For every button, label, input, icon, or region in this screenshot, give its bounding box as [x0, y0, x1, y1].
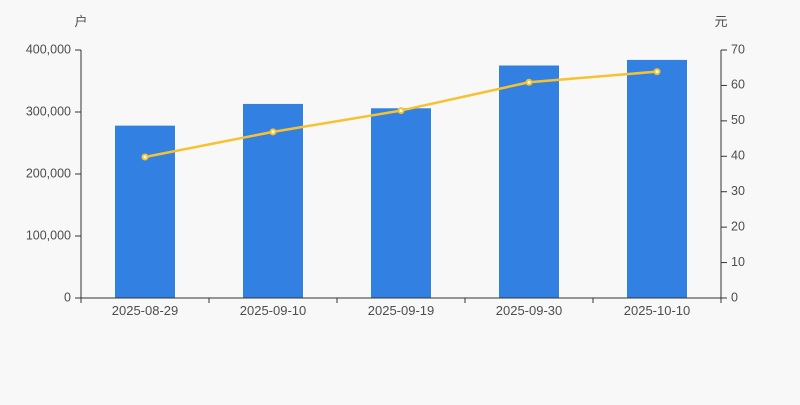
bar-2025-09-19[interactable] [371, 108, 431, 298]
bar-2025-09-30[interactable] [499, 65, 559, 299]
right-axis-tick-label: 40 [731, 149, 745, 163]
x-axis-category-label: 2025-10-10 [624, 303, 691, 318]
left-axis-tick-label: 0 [64, 290, 71, 304]
line-point-2025-08-29[interactable] [141, 153, 149, 161]
line-point-2025-09-30[interactable] [525, 78, 533, 86]
bar-2025-08-29[interactable] [115, 125, 175, 298]
right-axis-tick-label: 10 [731, 255, 745, 269]
left-axis-tick-label: 300,000 [26, 104, 71, 118]
right-axis-unit-label: 元 [714, 14, 727, 29]
x-axis-category-label: 2025-09-30 [496, 303, 563, 318]
right-axis-tick-label: 50 [731, 113, 745, 127]
line-point-2025-09-19[interactable] [397, 107, 405, 115]
x-axis-category-label: 2025-08-29 [112, 303, 179, 318]
x-axis-category-label: 2025-09-10 [240, 303, 307, 318]
left-axis-tick-label: 400,000 [26, 42, 71, 56]
right-axis-tick-label: 60 [731, 78, 745, 92]
right-axis-tick-label: 0 [731, 290, 738, 304]
line-point-2025-10-10[interactable] [653, 68, 661, 76]
x-axis-category-label: 2025-09-19 [368, 303, 435, 318]
bar-2025-10-10[interactable] [627, 59, 687, 298]
line-point-2025-09-10[interactable] [269, 128, 277, 136]
left-axis-tick-label: 100,000 [26, 228, 71, 242]
left-axis-tick-label: 200,000 [26, 166, 71, 180]
right-axis-tick-label: 30 [731, 184, 745, 198]
left-axis-unit-label: 户 [74, 14, 87, 29]
right-axis-tick-label: 70 [731, 42, 745, 56]
right-axis-tick-label: 20 [731, 219, 745, 233]
